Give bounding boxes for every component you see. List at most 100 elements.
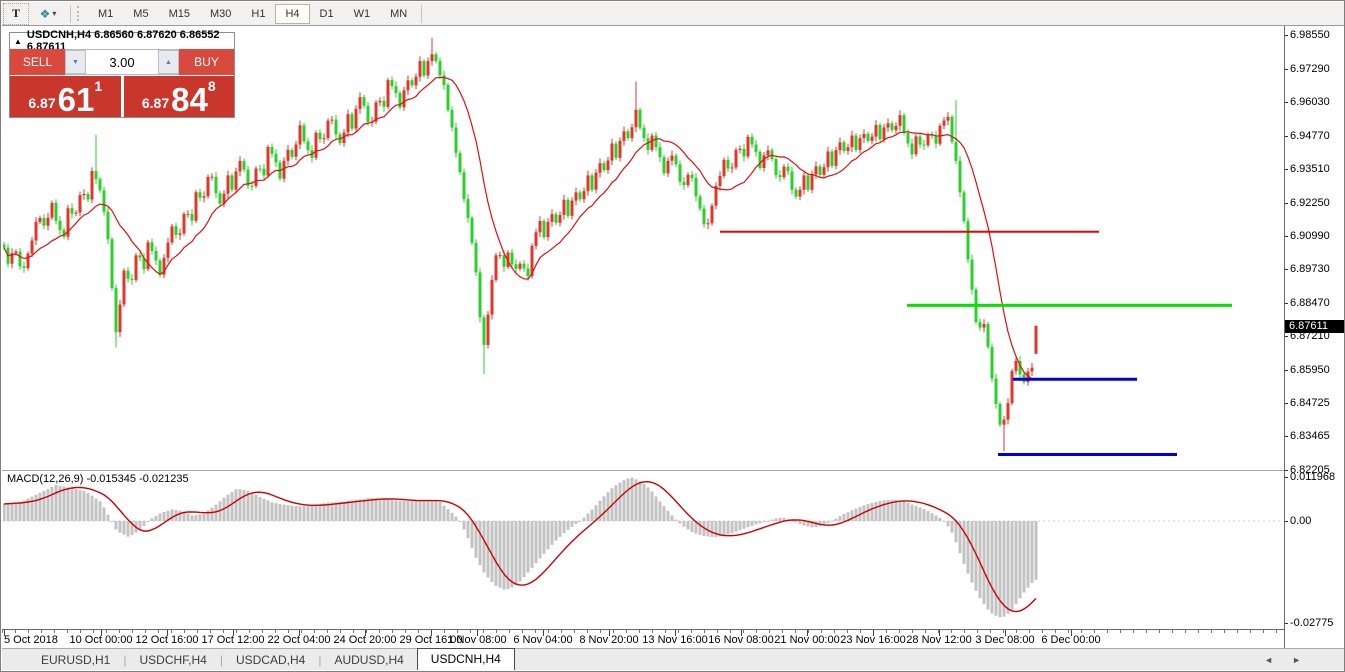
time-axis-tick [477,630,478,636]
plot-bottom-border [2,629,1284,630]
price-tick-label: 6.96030 [1290,96,1330,108]
time-axis-tick [807,630,808,636]
price-tick-label-tick [1285,169,1288,170]
time-axis-tick [101,630,102,636]
timeframe-button-w1[interactable]: W1 [353,7,371,20]
time-axis-tick [299,630,300,636]
price-tick-label-tick [1285,236,1288,237]
timeframe-button-m30[interactable]: M30 [209,7,232,20]
timeframe-button-d1[interactable]: D1 [319,7,334,20]
one-click-trading-panel: ▲ USDCNH,H4 6.86560 6.87620 6.86552 6.87… [9,29,235,118]
volume-decrease-button[interactable]: ▼ [65,50,86,74]
price-tick-label: 6.94770 [1290,130,1330,142]
pane-separator[interactable] [2,470,1284,471]
time-axis-label: 24 Oct 20:00 [333,634,397,646]
timeframe-button-group: M1 M5 M15 M30 H1 H4 D1 W1 MN [88,3,417,24]
timeframe-button-m1[interactable]: M1 [98,7,114,20]
sell-price-point: 1 [94,78,103,94]
buy-button[interactable]: BUY [179,49,234,75]
time-axis-label: 8 Nov 20:00 [579,634,639,646]
collapse-triangle-icon[interactable]: ▲ [14,36,22,46]
price-axis[interactable]: 6.87611 6.98550 6.97290 6.96030 6.94770 6.93… [1285,26,1344,630]
timeframe-button-h1[interactable]: H1 [251,7,266,20]
text-tool-button[interactable]: T [3,2,29,25]
tab-separator: | [318,653,322,667]
tab-scroll-left-icon[interactable]: ◄ [1264,655,1273,665]
chart-tab-usdcad-h4[interactable]: USDCAD,H4 [235,653,306,667]
tab-separator: | [219,653,223,667]
tab-scroll-right-icon[interactable]: ► [1292,655,1301,665]
timeframe-button-m15[interactable]: M15 [168,7,190,20]
volume-input[interactable]: 3.00 [109,54,135,70]
price-tick-label-tick [1285,370,1288,371]
time-axis-tick [1005,630,1006,636]
time-axis-label: 1 Nov 08:00 [447,634,507,646]
price-tick-label-tick [1285,336,1288,337]
toolbar-separator [70,4,71,23]
time-axis-tick [431,630,432,636]
price-tick-label-tick [1285,203,1288,204]
timeframe-button-h4[interactable]: H4 [275,3,310,24]
price-tick-label-tick [1285,303,1288,304]
time-axis-tick [675,630,676,636]
trade-prices-row: 6.87 61 1 6.87 84 8 [10,75,234,117]
time-axis-tick [543,630,544,636]
time-axis-tick [365,630,366,636]
time-axis-tick [1071,630,1072,636]
volume-increase-button[interactable]: ▲ [158,50,179,74]
timeframe-button-mn[interactable]: MN [390,7,408,20]
style-tool-button[interactable]: ❖ ▾ [31,4,65,24]
chevron-down-icon: ▾ [52,9,57,18]
buy-price-point: 8 [207,78,216,94]
time-axis-tick [741,630,742,636]
trade-controls-row: SELL ▼ 3.00 ▲ BUY [10,49,234,75]
timeframe-button-m5[interactable]: M5 [133,7,149,20]
macd-tick-label-tick [1285,477,1288,478]
price-tick-label-tick [1285,35,1288,36]
price-tick-label: 6.92250 [1290,197,1330,209]
chart-tab-usdcnh-h4[interactable]: USDCNH,H4 [416,648,515,670]
price-tick-label: 6.98550 [1290,29,1330,41]
chart-tab-audusd-h4[interactable]: AUDUSD,H4 [334,653,404,667]
time-axis-label: 29 Oct 16:00 [399,634,463,646]
price-tick-label: 6.88470 [1290,297,1330,309]
chart-tab-usdchf-h4[interactable]: USDCHF,H4 [139,653,207,667]
macd-indicator-label: MACD(12,26,9) -0.015345 -0.021235 [7,473,189,485]
time-axis-tick [609,630,610,636]
time-axis-label: 17 Oct 12:00 [201,634,265,646]
time-axis-label: 6 Nov 04:00 [513,634,573,646]
price-tick-label: 6.84725 [1290,397,1330,409]
price-tick-label: 6.83465 [1290,430,1330,442]
chart-tab-eurusd-h1[interactable]: EURUSD,H1 [41,653,111,667]
price-tick-label: 6.93510 [1290,163,1330,175]
buy-price-pips: 84 [171,80,208,118]
price-tick-label-tick [1285,136,1288,137]
price-tick-label: 6.87210 [1290,330,1330,342]
time-axis-label: 16 Nov 08:00 [708,634,774,646]
tab-separator: | [123,653,127,667]
price-tick-label: 6.90990 [1290,230,1330,242]
plot-right-border [1284,26,1285,649]
price-tick-label-tick [1285,470,1288,471]
buy-price-display[interactable]: 6.87 84 8 [123,76,234,118]
time-axis-tick [939,630,940,636]
time-axis-label: 13 Nov 16:00 [642,634,708,646]
time-axis-tick [873,630,874,636]
toolbar-grip-handle[interactable] [77,6,83,21]
chart-canvas[interactable] [1,1,1345,650]
macd-tick-label-tick [1285,623,1288,624]
volume-spinner: ▼ 3.00 ▲ [65,49,179,75]
time-axis-label: 21 Nov 00:00 [774,634,840,646]
toolbar: T ❖ ▾ M1 M5 M15 M30 H1 H4 D1 W1 MN [2,2,1344,26]
chart-tab-bar: ◄ ► EURUSD,H1 | USDCHF,H4 | USDCAD,H4 | AUDUSD… [2,648,1344,670]
time-axis[interactable]: 5 Oct 2018 10 Oct 00:00 12 Oct 16:00 17 Oct… [2,630,1284,649]
time-axis-label: 22 Oct 04:00 [267,634,331,646]
time-axis-label: 23 Nov 16:00 [840,634,906,646]
time-axis-tick [167,630,168,636]
sell-price-display[interactable]: 6.87 61 1 [10,76,121,117]
style-tool-icon: ❖ [39,6,51,21]
time-axis-label: 12 Oct 16:00 [135,634,199,646]
sell-button[interactable]: SELL [10,49,65,75]
macd-tick-label: 0.011968 [1290,471,1336,483]
quote-row: ▲ USDCNH,H4 6.86560 6.87620 6.86552 6.87… [10,29,234,53]
